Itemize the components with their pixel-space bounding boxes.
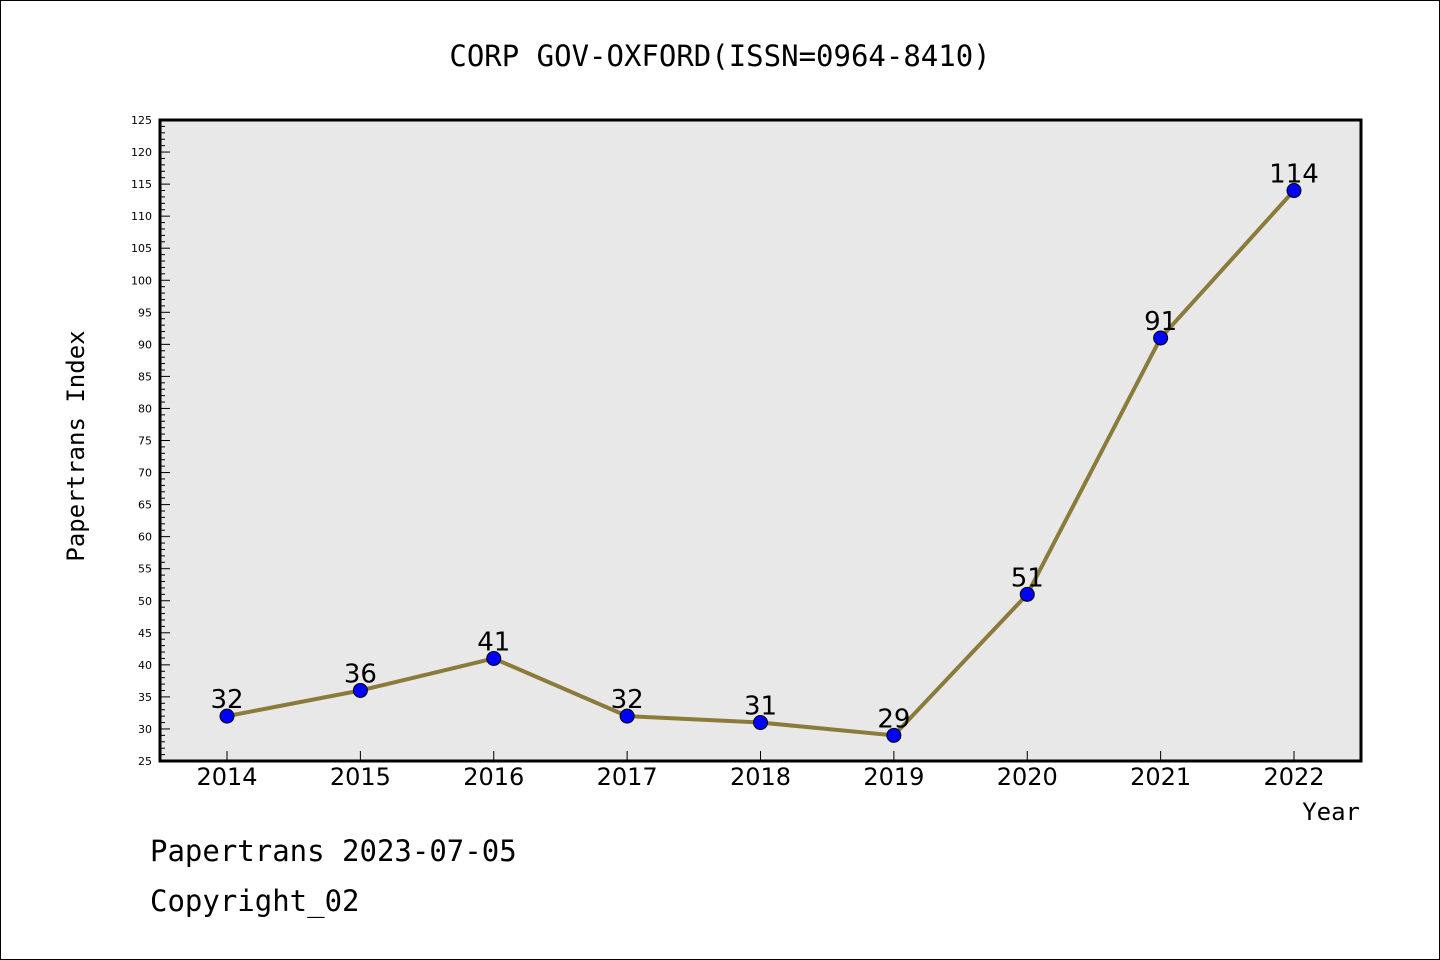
x-tick-label: 2016	[463, 763, 524, 791]
y-tick-label: 45	[138, 627, 152, 640]
data-label: 32	[611, 685, 644, 715]
y-tick-label: 85	[138, 370, 152, 383]
footer-date: Papertrans 2023-07-05	[150, 834, 517, 868]
x-tick-label: 2017	[597, 763, 658, 791]
x-tick-label: 2015	[330, 763, 391, 791]
y-tick-label: 40	[138, 659, 152, 672]
y-tick-label: 70	[138, 467, 152, 480]
y-tick-label: 120	[131, 146, 152, 159]
data-label: 51	[1011, 563, 1044, 593]
y-tick-label: 115	[131, 178, 152, 191]
data-point	[1019, 586, 1035, 602]
y-tick-label: 110	[131, 210, 152, 223]
data-point	[1153, 330, 1169, 346]
data-point	[352, 682, 368, 698]
x-tick-label: 2022	[1263, 763, 1324, 791]
x-axis-ticks: 2014 2015 2016 2017 2018 2019 2020 2021 2022	[196, 751, 1325, 791]
y-tick-label: 95	[138, 306, 152, 319]
y-axis-label: Papertrans Index	[62, 330, 90, 561]
data-label: 91	[1144, 307, 1177, 337]
y-tick-label: 75	[138, 435, 152, 448]
y-tick-label: 90	[138, 338, 152, 351]
data-points	[219, 183, 1302, 743]
data-point	[486, 650, 502, 666]
data-label: 29	[877, 704, 910, 734]
x-tick-label: 2020	[997, 763, 1058, 791]
data-label: 41	[477, 627, 510, 657]
y-tick-label: 35	[138, 691, 152, 704]
x-tick-label: 2018	[730, 763, 791, 791]
plot-area	[158, 118, 1363, 763]
x-tick-label: 2014	[196, 763, 257, 791]
data-label: 31	[744, 692, 777, 722]
y-tick-label: 100	[131, 274, 152, 287]
data-label: 114	[1269, 160, 1319, 190]
data-point	[886, 727, 902, 743]
x-tick-label: 2021	[1130, 763, 1191, 791]
y-axis-ticks: 25 30 35 40 45 50 55 60 65 70 75 80 85 90 95 100 105 110 1…	[131, 114, 170, 768]
y-tick-label: 105	[131, 242, 152, 255]
y-tick-label: 55	[138, 563, 152, 576]
x-tick-label: 2019	[863, 763, 924, 791]
data-point	[219, 708, 235, 724]
y-tick-label: 80	[138, 402, 152, 415]
data-point	[1286, 183, 1302, 199]
y-tick-label: 50	[138, 595, 152, 608]
x-axis-label: Year	[1302, 798, 1360, 826]
y-tick-label: 30	[138, 723, 152, 736]
data-point	[753, 715, 768, 731]
data-label: 32	[210, 685, 243, 715]
data-labels: 32 36 41 32 31 29 51 91 114	[210, 160, 1318, 735]
data-point	[619, 708, 635, 724]
y-tick-label: 125	[131, 114, 152, 127]
y-tick-label: 65	[138, 499, 152, 512]
footer-copyright: Copyright_02	[150, 884, 360, 918]
chart-title: CORP GOV-OXFORD(ISSN=0964-8410)	[449, 39, 990, 73]
data-label: 36	[344, 659, 377, 689]
y-tick-label: 25	[138, 755, 152, 768]
y-tick-label: 60	[138, 531, 152, 544]
